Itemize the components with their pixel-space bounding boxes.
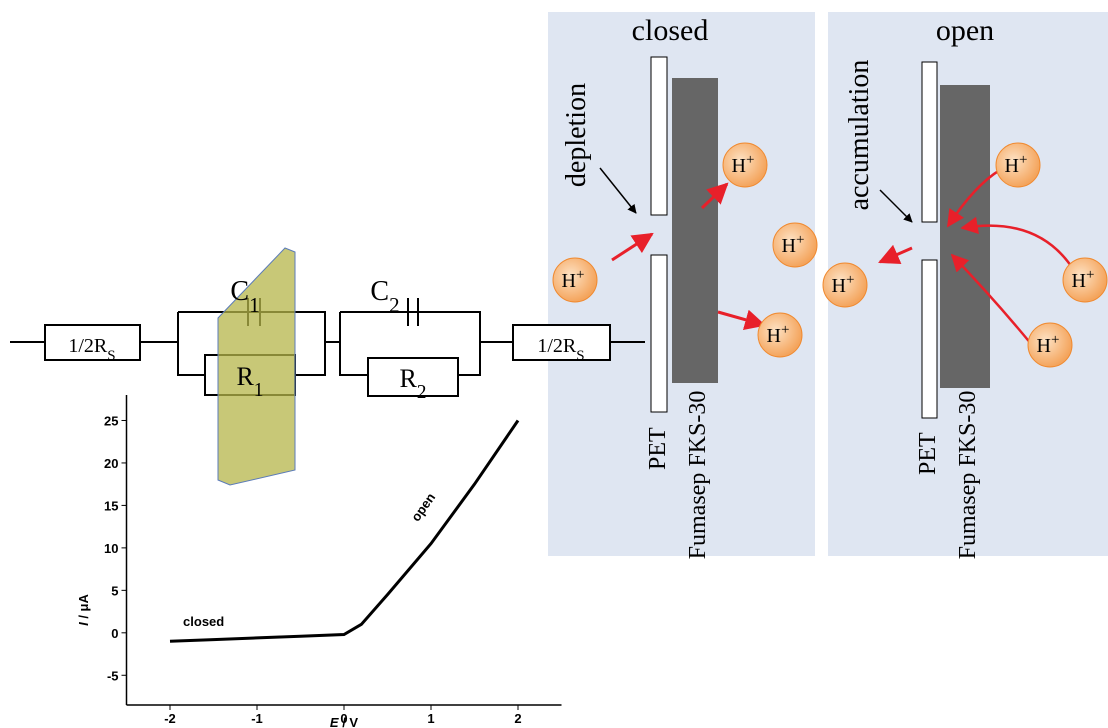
y-tick-label: 25 — [104, 413, 118, 428]
ion-main: H — [732, 155, 746, 177]
pet-label: PET — [645, 427, 671, 470]
pet-layer — [922, 260, 937, 418]
panel-label: accumulation — [844, 60, 875, 211]
membrane-label: Fumasep FKS-30 — [685, 391, 711, 560]
ion-sup: + — [846, 272, 854, 288]
label-main: C — [370, 276, 389, 307]
ion-sup: + — [746, 152, 754, 168]
label-sub: 1 — [249, 293, 260, 317]
y-tick-label: 0 — [111, 626, 118, 641]
ion-main: H — [1037, 335, 1051, 357]
circuit-label: C2 — [370, 276, 399, 317]
x-axis-label: E / V — [330, 715, 359, 728]
x-tick-label: -2 — [164, 711, 176, 726]
y-tick-label: -5 — [107, 668, 119, 683]
y-tick-label: 15 — [104, 498, 118, 513]
pet-layer — [922, 62, 937, 222]
ion-sup: + — [1086, 267, 1094, 283]
ion-sup: + — [576, 267, 584, 283]
pet-layer — [651, 57, 667, 215]
pet-label: PET — [915, 432, 941, 475]
membrane — [672, 78, 718, 383]
membrane-label: Fumasep FKS-30 — [955, 391, 981, 560]
ion-main: H — [1072, 270, 1086, 292]
axis-symbol: E — [330, 715, 339, 728]
panel-label: depletion — [561, 83, 592, 187]
y-tick-label: 5 — [111, 583, 118, 598]
membrane — [940, 85, 990, 388]
figure: -50510152025-2-1012closedopenE / VI / μA… — [0, 0, 1108, 728]
curve-annotation: open — [408, 490, 438, 524]
label-sub: S — [576, 348, 584, 364]
axis-unit: / μA — [76, 593, 91, 622]
ion-sup: + — [1051, 332, 1059, 348]
ion-main: H — [562, 270, 576, 292]
pet-layer — [651, 255, 667, 412]
label-main: 1/2R — [68, 335, 108, 357]
label-main: C — [230, 276, 249, 307]
panel-title: open — [936, 14, 994, 47]
ion-main: H — [1005, 155, 1019, 177]
x-tick-label: 2 — [514, 711, 521, 726]
ion-sup: + — [1019, 152, 1027, 168]
y-axis-label: I / μA — [76, 593, 91, 625]
label-main: R — [399, 364, 417, 393]
label-sub: 2 — [389, 293, 400, 317]
x-tick-label: -1 — [251, 711, 263, 726]
y-tick-label: 20 — [104, 456, 118, 471]
panel-title: closed — [632, 14, 709, 47]
label-sub: 1 — [254, 380, 264, 401]
label-sub: 2 — [417, 382, 427, 403]
ion-main: H — [832, 275, 846, 297]
label-main: R — [236, 362, 254, 391]
ion-main: H — [782, 235, 796, 257]
y-tick-label: 10 — [104, 541, 118, 556]
label-sub: S — [107, 348, 115, 364]
curve-annotation: closed — [183, 614, 224, 629]
ion-sup: + — [781, 322, 789, 338]
ion-main: H — [767, 325, 781, 347]
label-main: 1/2R — [537, 335, 577, 357]
axis-unit: / V — [339, 715, 359, 728]
x-tick-label: 1 — [427, 711, 434, 726]
ion-sup: + — [796, 232, 804, 248]
